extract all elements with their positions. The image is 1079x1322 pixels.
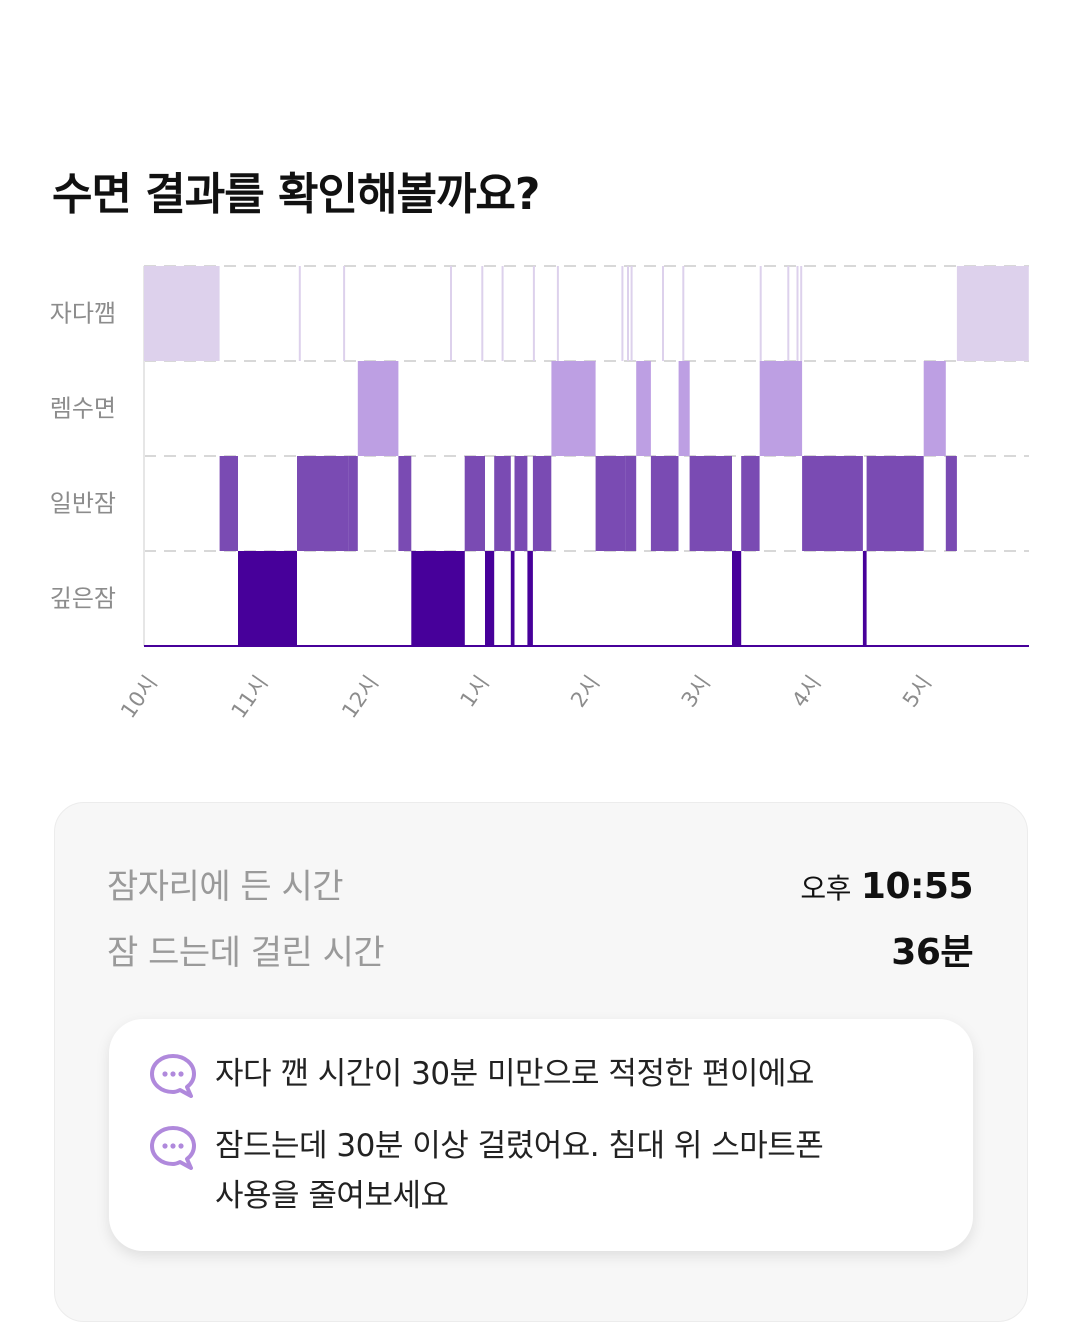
brief-awakening-mark <box>343 266 346 361</box>
x-tick-label: 4시 <box>787 671 825 712</box>
x-tick-label: 11시 <box>227 671 273 722</box>
stage-segment-deep <box>238 551 297 646</box>
brief-awakening-mark <box>556 266 559 361</box>
stage-segment-light <box>802 456 863 551</box>
stage-segment-rem <box>357 361 399 456</box>
brief-awakening-mark <box>800 266 803 361</box>
stage-segment-light <box>866 456 924 551</box>
sleep-latency-value: 36분 <box>891 932 973 973</box>
page-title: 수면 결과를 확인해볼까요? <box>52 169 540 220</box>
y-tick-label: 깊은잠 <box>50 585 116 613</box>
stage-segment-deep <box>411 551 465 646</box>
stage-segment-light <box>348 456 358 551</box>
stage-segment-light <box>532 456 552 551</box>
brief-awakening-mark <box>298 266 301 361</box>
stage-segment-light <box>650 456 679 551</box>
stage-segment-deep <box>485 551 495 646</box>
stage-segment-light <box>741 456 760 551</box>
tip-item: 잠드는데 30분 이상 걸렸어요. 침대 위 스마트폰 사용을 줄여보세요 <box>149 1121 913 1221</box>
chart-x-labels: 10시 11시 12시 1시 2시 3시 4시 5시 <box>116 671 936 722</box>
stage-segment-light <box>689 456 732 551</box>
brief-awakening-mark <box>662 266 664 361</box>
brief-awakening-mark <box>759 266 762 361</box>
y-tick-label: 일반잠 <box>50 490 116 518</box>
stage-segment-light <box>464 456 485 551</box>
brief-awakening-mark <box>627 266 629 361</box>
stage-segment-deep <box>862 551 867 646</box>
stage-segment-rem <box>551 361 596 456</box>
tip-item: 자다 깬 시간이 30분 미만으로 적정한 편이에요 <box>149 1049 913 1099</box>
stage-segment-light <box>625 456 637 551</box>
stage-segment-rem <box>759 361 803 456</box>
stage-segment-rem <box>636 361 651 456</box>
brief-awakening-mark <box>682 266 685 361</box>
brief-awakening-mark <box>450 266 452 361</box>
x-tick-label: 12시 <box>337 671 383 722</box>
stage-segment-deep <box>732 551 742 646</box>
stage-segment-light <box>219 456 238 551</box>
brief-awakening-mark <box>532 266 535 361</box>
stage-segment-awake <box>956 266 1029 361</box>
stage-segment-deep <box>510 551 515 646</box>
x-tick-label: 2시 <box>566 671 604 712</box>
stage-segment-awake <box>144 266 220 361</box>
stage-segment-deep <box>527 551 533 646</box>
x-tick-label: 3시 <box>677 671 715 712</box>
brief-awakening-mark <box>796 266 799 361</box>
bedtime-value: 오후 10:55 <box>800 866 973 907</box>
stage-segment-light <box>398 456 412 551</box>
bedtime-time: 10:55 <box>860 866 974 907</box>
sleep-tips-box: 자다 깬 시간이 30분 미만으로 적정한 편이에요 잠드는데 30분 이상 걸… <box>109 1019 973 1251</box>
x-tick-label: 10시 <box>116 671 162 722</box>
chat-bubble-icon <box>150 1126 196 1170</box>
tip-text: 잠드는데 30분 이상 걸렸어요. 침대 위 스마트폰 사용을 줄여보세요 <box>215 1128 824 1214</box>
chart-segments <box>144 266 1029 646</box>
stage-segment-rem <box>678 361 690 456</box>
y-tick-label: 자다깸 <box>50 300 116 328</box>
stage-segment-light <box>945 456 957 551</box>
brief-awakening-mark <box>621 266 624 361</box>
brief-awakening-mark <box>481 266 484 361</box>
brief-awakening-mark <box>630 266 633 361</box>
stage-segment-light <box>514 456 528 551</box>
sleep-latency-row: 잠 드는데 걸린 시간 36분 <box>107 923 973 975</box>
chart-brief-awakenings <box>298 266 803 361</box>
sleep-latency-label: 잠 드는데 걸린 시간 <box>107 933 385 973</box>
x-tick-label: 1시 <box>455 671 493 712</box>
stage-segment-light <box>297 456 349 551</box>
stage-segment-light <box>595 456 626 551</box>
x-tick-label: 5시 <box>898 671 936 712</box>
stage-segment-light <box>494 456 511 551</box>
chat-bubble-icon <box>150 1054 196 1098</box>
bedtime-row: 잠자리에 든 시간 오후 10:55 <box>107 859 974 908</box>
bedtime-ampm: 오후 <box>800 872 851 905</box>
brief-awakening-mark <box>787 266 790 361</box>
stage-segment-rem <box>923 361 946 456</box>
bedtime-label: 잠자리에 든 시간 <box>107 867 344 907</box>
sleep-summary-card: 잠자리에 든 시간 오후 10:55 잠 드는데 걸린 시간 36분 자다 깬 시… <box>54 802 1028 1322</box>
y-tick-label: 렘수면 <box>50 395 116 423</box>
brief-awakening-mark <box>501 266 504 361</box>
tip-text: 자다 깬 시간이 30분 미만으로 적정한 편이에요 <box>215 1056 814 1092</box>
